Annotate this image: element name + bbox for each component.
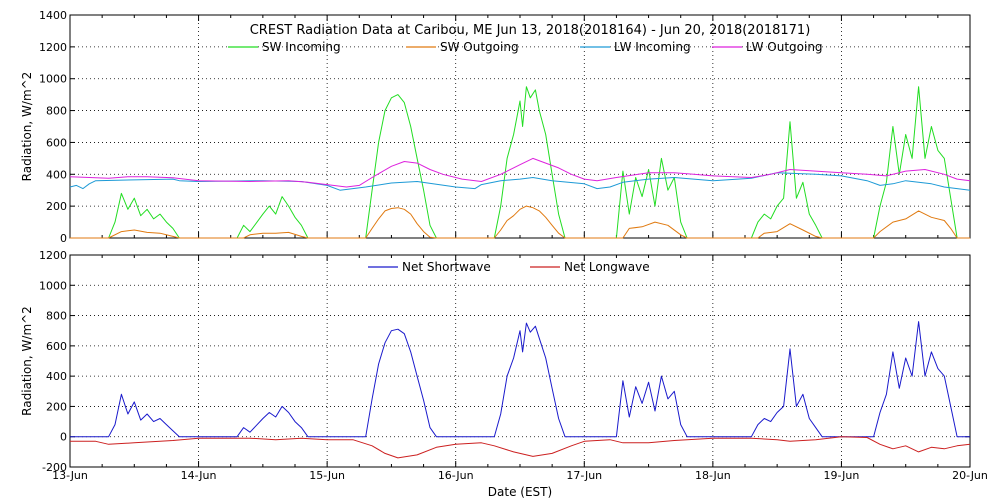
x-axis-title: Date (EST)	[488, 485, 552, 499]
y-tick-label: 400	[46, 370, 67, 383]
legend-label-lw-outgoing: LW Outgoing	[746, 40, 823, 54]
x-tick-label: 19-Jun	[824, 469, 860, 482]
legend-label-net-shortwave: Net Shortwave	[402, 260, 491, 274]
y-tick-label: 800	[46, 105, 67, 118]
y-tick-label: 800	[46, 310, 67, 323]
series-line-net-longwave	[70, 436, 971, 459]
x-tick-label: 17-Jun	[566, 469, 602, 482]
x-tick-label: 18-Jun	[695, 469, 731, 482]
chart-title: CREST Radiation Data at Caribou, ME Jun …	[250, 23, 811, 38]
y-tick-label: 600	[46, 136, 67, 149]
y-axis-title: Radiation, W/m^2	[20, 72, 34, 182]
series-line-net-shortwave	[70, 321, 970, 438]
y-tick-label: 0	[60, 431, 67, 444]
y-tick-label: 1400	[39, 9, 67, 22]
x-tick-label: 14-Jun	[181, 469, 217, 482]
legend-label-sw-incoming: SW Incoming	[262, 40, 341, 54]
series-line-lw-outgoing	[69, 157, 971, 188]
x-tick-label: 15-Jun	[309, 469, 345, 482]
y-tick-label: 200	[46, 200, 67, 213]
x-tick-label: 20-Jun	[952, 469, 988, 482]
legend-label-net-longwave: Net Longwave	[564, 260, 650, 274]
legend-label-sw-outgoing: SW Outgoing	[440, 40, 519, 54]
plot-frame	[69, 254, 971, 468]
legend-label-lw-incoming: LW Incoming	[614, 40, 691, 54]
y-tick-label: 600	[46, 340, 67, 353]
y-tick-label: 1200	[39, 41, 67, 54]
y-tick-label: 200	[46, 400, 67, 413]
y-tick-label: 1000	[39, 73, 67, 86]
y-tick-label: 1200	[39, 249, 67, 262]
y-tick-label: 400	[46, 168, 67, 181]
y-tick-label: 0	[60, 232, 67, 245]
x-tick-label: 13-Jun	[52, 469, 88, 482]
panel-1: 0 200 400 600 800 1000 1200 1400 Radiation, W/m^…	[20, 9, 971, 245]
panel-2: -200 0 200 400 600 800 1000 1200 13-Jun 14-Jun 15-…	[20, 249, 988, 499]
series-line-sw-incoming	[70, 86, 970, 239]
y-tick-label: -200	[42, 461, 67, 474]
series-line-lw-incoming	[69, 172, 971, 191]
series-line-sw-outgoing	[70, 205, 970, 239]
plot-frame	[69, 14, 971, 239]
y-tick-label: 1000	[39, 279, 67, 292]
x-tick-label: 16-Jun	[438, 469, 474, 482]
y-axis-title: Radiation, W/m^2	[20, 306, 34, 416]
